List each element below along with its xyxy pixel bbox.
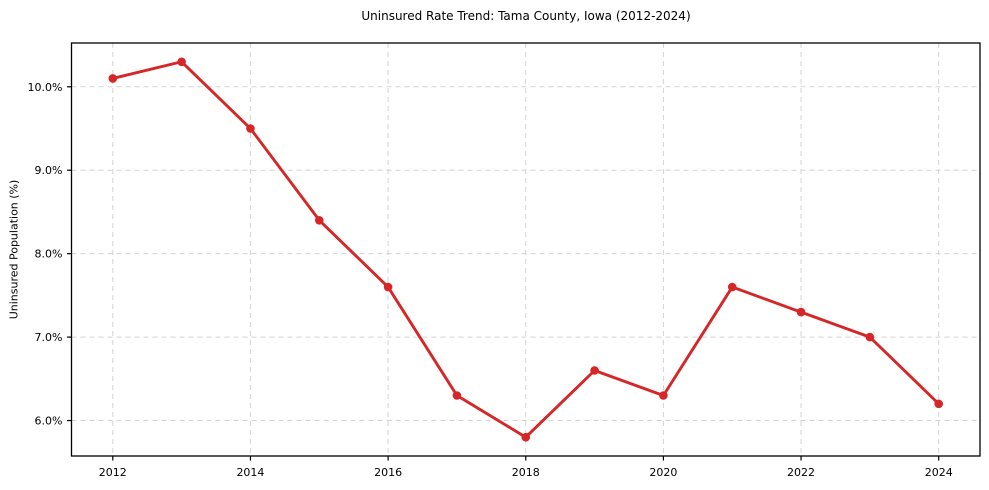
data-point-2013 (177, 57, 186, 67)
y-tick-label: 7.0% (35, 331, 63, 344)
data-point-2021 (727, 282, 737, 292)
data-point-2014 (246, 124, 255, 133)
x-tick-label: 2024 (925, 466, 953, 479)
data-point-2022 (796, 307, 806, 317)
data-point-2020 (659, 391, 668, 400)
data-point-2017 (452, 391, 462, 400)
x-tick-label: 2014 (236, 466, 264, 479)
y-tick-label: 9.0% (35, 164, 63, 177)
x-tick-label: 2020 (649, 466, 677, 479)
x-tick-label: 2012 (99, 466, 127, 479)
data-point-2016 (383, 282, 393, 292)
x-tick-label: 2022 (787, 466, 815, 479)
x-tick-label: 2018 (512, 466, 540, 479)
data-point-2018 (521, 432, 531, 442)
data-point-2023 (865, 332, 875, 342)
data-point-2024 (934, 399, 944, 409)
x-tick-label: 2016 (374, 466, 402, 479)
data-point-2019 (590, 366, 599, 375)
y-tick-label: 6.0% (35, 415, 63, 428)
data-point-2012 (108, 74, 118, 83)
data-point-2015 (314, 215, 324, 225)
chart-title: Uninsured Rate Trend: Tama County, Iowa … (361, 9, 691, 23)
y-tick-label: 10.0% (28, 81, 63, 94)
y-tick-label: 8.0% (35, 248, 63, 261)
